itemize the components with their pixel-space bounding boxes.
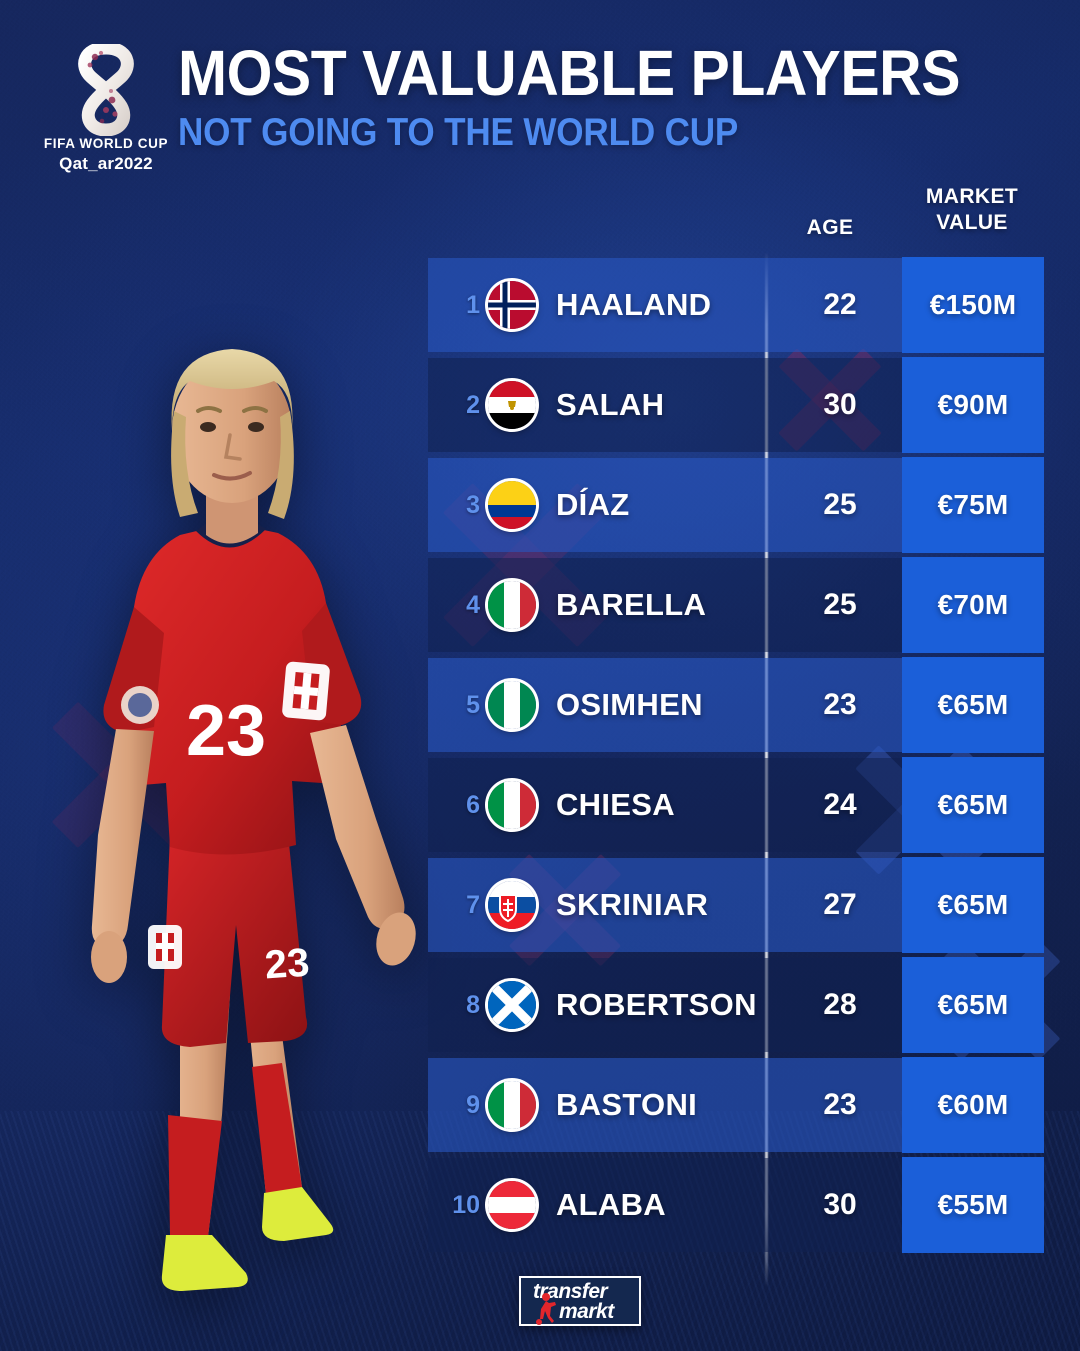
player-name: HAALAND <box>556 287 712 322</box>
rank-number: 5 <box>466 690 480 719</box>
player-name: CHIESA <box>556 787 675 822</box>
country-flag-icon <box>488 1081 536 1129</box>
table-row: 2 SALAH 30 €90M <box>428 355 1044 455</box>
country-flag-icon <box>488 681 536 729</box>
table-row: 10 ALABA 30 €55M <box>428 1155 1044 1255</box>
title-block: MOST VALUABLE PLAYERS NOT GOING TO THE W… <box>178 37 1058 154</box>
player-name: BARELLA <box>556 587 707 622</box>
rank-number: 7 <box>466 890 480 919</box>
footballer-figure-icon <box>536 1293 556 1325</box>
table-row: 7 SKRINIAR 27 €65M <box>428 855 1044 955</box>
infinity-loop-shape <box>78 44 134 136</box>
table-row: 8 ROBERTSON 28 €65M <box>428 955 1044 1055</box>
page-title: MOST VALUABLE PLAYERS <box>178 37 961 109</box>
column-header-market-value-line2: VALUE <box>936 210 1008 234</box>
player-age: 30 <box>823 388 857 421</box>
fifa-logo-text: FIFA WORLD CUP <box>43 136 169 151</box>
player-name: ROBERTSON <box>556 987 757 1022</box>
table-row: 6 CHIESA 24 €65M <box>428 755 1044 855</box>
rank-number: 3 <box>466 490 480 519</box>
transfermarkt-logo[interactable]: transfer markt <box>519 1276 641 1326</box>
qatar-trophy-loop-icon <box>36 44 176 136</box>
country-flag-icon <box>488 881 536 929</box>
column-header-market-value-line1: MARKET <box>925 185 1019 208</box>
player-name: ALABA <box>556 1187 666 1222</box>
transfermarkt-logo-text-markt: markt <box>559 1300 614 1323</box>
market-value-badge: €65M <box>902 657 1044 753</box>
market-value-badge: €60M <box>902 1057 1044 1153</box>
market-value-badge: €55M <box>902 1157 1044 1253</box>
market-value-badge: €65M <box>902 757 1044 853</box>
player-age: 23 <box>823 1088 857 1121</box>
country-flag-icon <box>488 981 536 1029</box>
player-age: 25 <box>823 588 857 621</box>
transfermarkt-logo-text-transfer: transfer <box>533 1280 608 1303</box>
market-value-badge: €70M <box>902 557 1044 653</box>
player-name: BASTONI <box>556 1087 698 1122</box>
player-age: 23 <box>823 688 857 721</box>
column-header-market-value: MARKET VALUE <box>900 184 1044 235</box>
player-illustration: 23 23 <box>91 349 416 1291</box>
player-age: 30 <box>823 1188 857 1221</box>
player-age: 25 <box>823 488 857 521</box>
rank-number: 9 <box>466 1090 480 1119</box>
player-photo: 23 23 <box>30 235 430 1295</box>
rank-number: 10 <box>452 1190 480 1219</box>
column-header-age: AGE <box>806 216 854 239</box>
qatar-2022-text: Qat_ar2022 <box>59 154 153 173</box>
fifa-world-cup-logo: FIFA WORLD CUP Qat_ar2022 <box>36 44 176 173</box>
country-flag-icon <box>488 281 536 329</box>
rank-number: 8 <box>466 990 480 1019</box>
rank-number: 1 <box>466 290 480 319</box>
player-age: 24 <box>823 788 857 821</box>
market-value-badge: €90M <box>902 357 1044 453</box>
player-name: DÍAZ <box>556 487 630 522</box>
player-age: 22 <box>823 288 857 321</box>
table-row: 5 OSIMHEN 23 €65M <box>428 655 1044 755</box>
table-row: 3 DÍAZ 25 €75M <box>428 455 1044 555</box>
country-flag-icon <box>488 581 536 629</box>
player-age: 28 <box>823 988 857 1021</box>
svg-text:23: 23 <box>263 941 310 988</box>
player-name: SKRINIAR <box>556 887 709 922</box>
rank-number: 6 <box>466 790 480 819</box>
player-age: 27 <box>823 888 857 921</box>
market-value-badge: €150M <box>902 257 1044 353</box>
country-flag-icon <box>488 1181 536 1229</box>
rank-number: 2 <box>466 390 480 419</box>
market-value-badge: €65M <box>902 957 1044 1053</box>
rank-number: 4 <box>466 590 480 619</box>
player-name: OSIMHEN <box>556 687 703 722</box>
player-name: SALAH <box>556 387 665 422</box>
market-value-badge: €65M <box>902 857 1044 953</box>
market-value-badge: €75M <box>902 457 1044 553</box>
players-table: 1 HAALAND 22 €150M 2 SALAH 30 €90M 3 DÍAZ 25 €75M 4 B… <box>428 255 1044 1255</box>
table-row: 9 BASTONI 23 €60M <box>428 1055 1044 1155</box>
table-row: 1 HAALAND 22 €150M <box>428 255 1044 355</box>
table-row: 4 BARELLA 25 €70M <box>428 555 1044 655</box>
country-flag-icon <box>488 481 536 529</box>
svg-text:23: 23 <box>186 691 266 771</box>
country-flag-icon <box>488 781 536 829</box>
country-flag-icon <box>488 381 536 429</box>
page-subtitle: NOT GOING TO THE WORLD CUP <box>178 110 739 154</box>
